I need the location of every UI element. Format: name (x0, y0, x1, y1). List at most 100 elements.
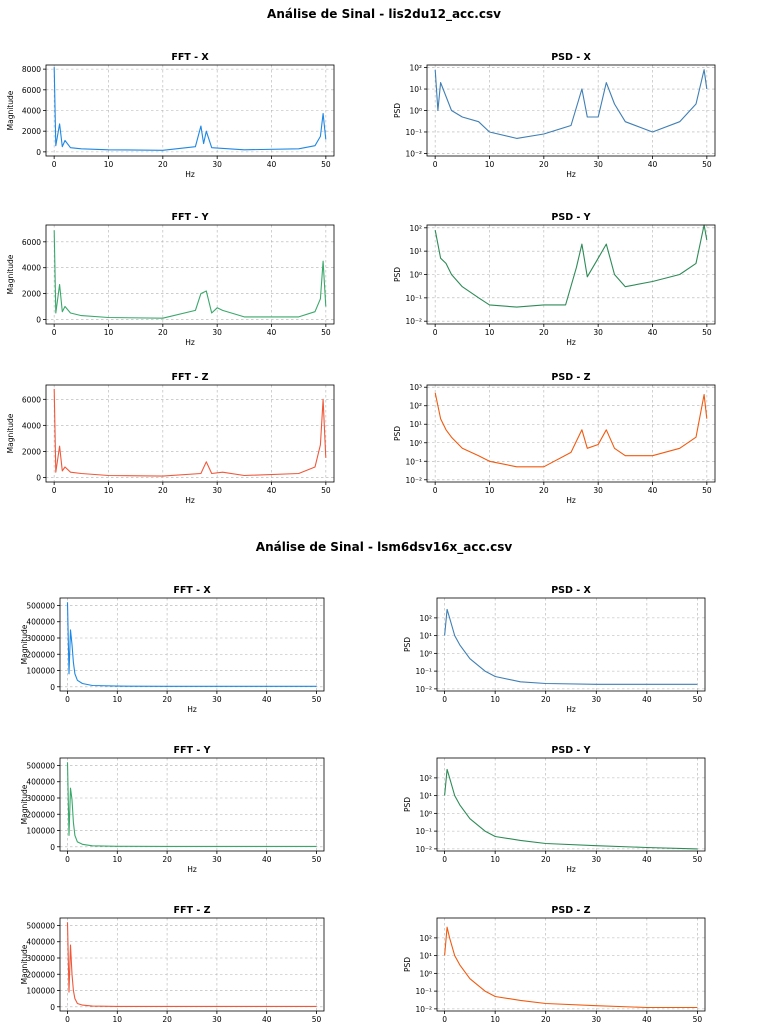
plot-frame (45, 224, 335, 325)
x-tick-label: 50 (702, 328, 712, 337)
x-axis-label: Hz (566, 496, 576, 505)
y-axis-label: PSD (403, 797, 412, 812)
y-axis-label: Magnitude (20, 784, 29, 824)
plot-title: PSD - Z (551, 372, 590, 383)
x-tick-label: 40 (262, 695, 272, 704)
y-axis-label: PSD (393, 426, 402, 441)
y-tick-label: 6000 (22, 395, 41, 404)
plot-title: FFT - Y (174, 745, 211, 756)
y-tick-label: 100000 (26, 827, 55, 836)
fft-z-plot-2: FFT - Z 0 10 20 30 40 50 0 100000 200000 300000 400… (20, 905, 325, 1024)
plot-frame (426, 224, 716, 325)
plot-title: PSD - X (551, 585, 591, 596)
y-axis-label: PSD (403, 957, 412, 972)
x-tick-label: 50 (321, 328, 331, 337)
x-tick-label: 10 (485, 486, 495, 495)
y-tick-label: 10³ (409, 383, 422, 392)
plot-title: FFT - X (171, 52, 209, 63)
psd-y-plot-1: PSD - Y 0 10 20 30 40 50 10⁻² 10⁻¹ 10⁰ 10¹ 10² Hz PSD (393, 212, 716, 347)
x-tick-label: 0 (433, 328, 438, 337)
y-axis-label: Magnitude (6, 90, 15, 130)
x-tick-label: 20 (158, 160, 168, 169)
plot-frame (59, 597, 325, 692)
y-tick-label: 2000 (22, 290, 41, 299)
x-tick-label: 0 (65, 855, 70, 864)
x-tick-label: 20 (539, 328, 549, 337)
y-tick-label: 2000 (22, 127, 41, 136)
y-tick-label: 10⁰ (409, 107, 422, 116)
x-tick-label: 30 (592, 1015, 602, 1024)
y-tick-label: 400000 (26, 778, 55, 787)
x-tick-label: 0 (52, 486, 57, 495)
x-tick-label: 30 (592, 695, 602, 704)
y-tick-label: 10⁰ (409, 439, 422, 448)
plot-title: PSD - Y (551, 212, 590, 223)
y-tick-label: 500000 (26, 761, 55, 770)
y-tick-label: 10⁻² (405, 476, 422, 485)
x-tick-label: 20 (539, 160, 549, 169)
plot-frame (436, 597, 706, 692)
x-tick-label: 50 (693, 695, 703, 704)
x-axis-label: Hz (187, 705, 197, 714)
y-tick-label: 2000 (22, 447, 41, 456)
x-tick-label: 50 (702, 486, 712, 495)
x-tick-label: 20 (539, 486, 549, 495)
x-tick-label: 40 (267, 486, 277, 495)
y-tick-label: 0 (36, 473, 41, 482)
y-tick-label: 10¹ (409, 420, 422, 429)
y-tick-label: 10⁻¹ (405, 128, 422, 137)
y-tick-label: 500000 (26, 921, 55, 930)
plot-title: FFT - X (173, 585, 211, 596)
plot-title: PSD - Y (551, 745, 590, 756)
x-tick-label: 40 (262, 855, 272, 864)
x-tick-label: 30 (212, 328, 222, 337)
series-line (53, 388, 327, 477)
x-tick-label: 10 (490, 1015, 500, 1024)
y-tick-label: 200000 (26, 970, 55, 979)
y-tick-label: 10⁰ (419, 809, 432, 818)
x-tick-label: 0 (65, 1015, 70, 1024)
x-tick-label: 40 (648, 486, 658, 495)
series-line (434, 392, 708, 468)
y-tick-label: 10² (409, 402, 422, 411)
y-axis-label: Magnitude (20, 944, 29, 984)
series-line (66, 922, 317, 1007)
y-tick-label: 10⁻² (405, 149, 422, 158)
y-tick-label: 10⁻¹ (415, 827, 432, 836)
y-tick-label: 0 (36, 315, 41, 324)
series-line (444, 926, 698, 1009)
x-tick-label: 10 (485, 160, 495, 169)
plot-title: FFT - Z (174, 905, 211, 916)
x-tick-label: 30 (592, 855, 602, 864)
x-tick-label: 0 (433, 486, 438, 495)
psd-z-plot-1: PSD - Z 0 10 20 30 40 50 10⁻² 10⁻¹ 10⁰ 10¹ 10² 10³ Hz… (393, 372, 716, 505)
x-tick-label: 50 (702, 160, 712, 169)
x-tick-label: 10 (104, 328, 114, 337)
plot-frame (45, 64, 335, 157)
plot-frame (45, 384, 335, 483)
x-axis-label: Hz (185, 496, 195, 505)
x-tick-label: 50 (312, 855, 322, 864)
fft-y-plot-2: FFT - Y 0 10 20 30 40 50 0 100000 200000 300000 400… (20, 745, 325, 874)
psd-x-plot-1: PSD - X 0 10 20 30 40 50 10⁻² 10⁻¹ 10⁰ 10¹ 10² Hz PSD (393, 52, 716, 179)
y-tick-label: 0 (50, 843, 55, 852)
y-tick-label: 10¹ (419, 952, 432, 961)
x-tick-label: 10 (113, 1015, 123, 1024)
plot-title: FFT - Y (172, 212, 209, 223)
y-axis-label: PSD (393, 267, 402, 282)
x-tick-label: 50 (312, 695, 322, 704)
y-tick-label: 0 (50, 1003, 55, 1012)
y-tick-label: 10⁻¹ (415, 667, 432, 676)
plot-frame (426, 384, 716, 483)
y-tick-label: 10² (419, 934, 432, 943)
fft-x-plot-1: FFT - X 0 10 20 30 40 50 0 2000 4000 6000 8000 Hz Mag… (6, 52, 335, 179)
x-tick-label: 0 (52, 160, 57, 169)
y-tick-label: 400000 (26, 938, 55, 947)
y-tick-label: 300000 (26, 794, 55, 803)
y-tick-label: 6000 (22, 86, 41, 95)
psd-x-plot-2: PSD - X 0 10 20 30 40 50 10⁻² 10⁻¹ 10⁰ 10¹ 10² Hz PSD (403, 585, 706, 714)
y-axis-label: Magnitude (6, 413, 15, 453)
x-tick-label: 50 (312, 1015, 322, 1024)
x-tick-label: 50 (693, 1015, 703, 1024)
x-tick-label: 20 (158, 328, 168, 337)
